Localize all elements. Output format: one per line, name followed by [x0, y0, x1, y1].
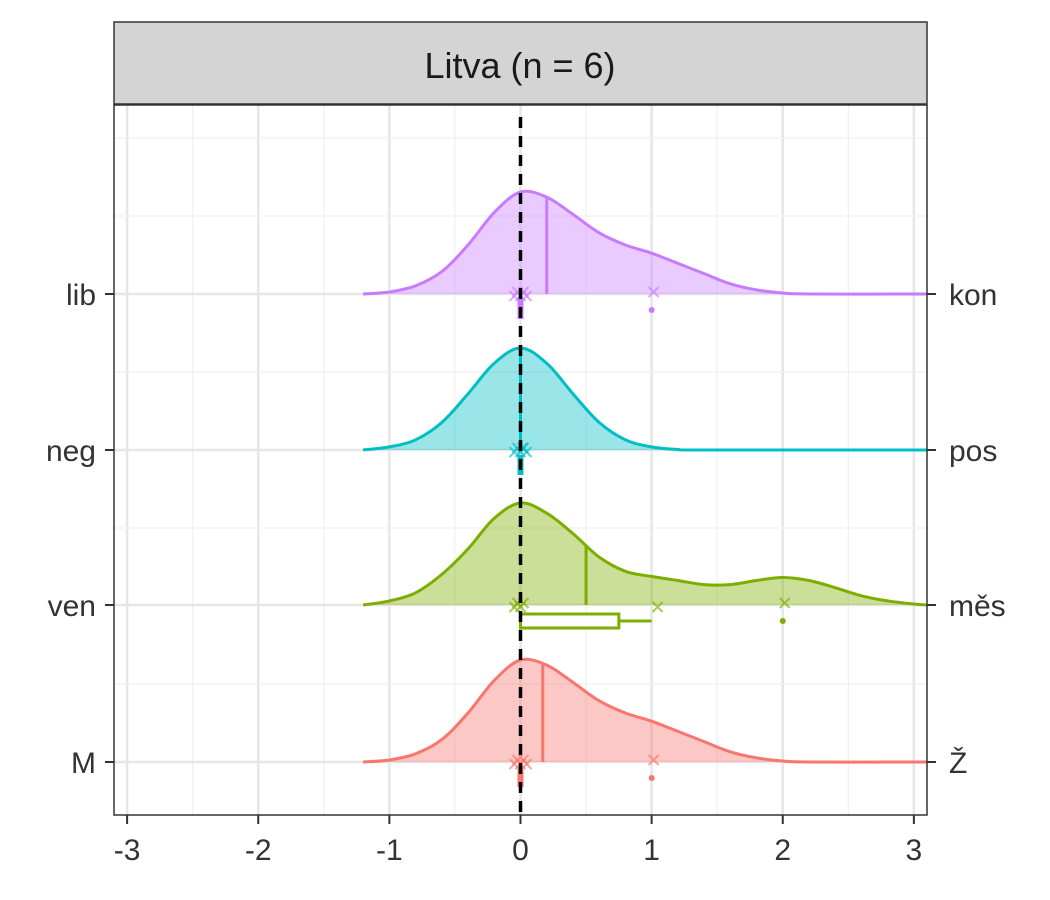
y-label-left-neg: neg	[46, 435, 96, 468]
point-x-lib-5	[647, 286, 660, 298]
ridge-lib-kon	[362, 189, 928, 319]
box-body-ven	[519, 612, 621, 630]
outlier-dot-M-5	[648, 775, 655, 781]
density-line-neg	[362, 346, 928, 452]
x-tick-label-3: 0	[512, 834, 529, 867]
x-tick-label-4: 1	[643, 834, 660, 867]
point-x-M-5	[647, 754, 660, 766]
y-label-right-0: kon	[949, 279, 997, 312]
y-label-left-ven: ven	[48, 590, 96, 623]
y-label-right-2: měs	[949, 590, 1006, 623]
x-tick-label-1: -2	[245, 834, 272, 867]
x-axis: -3 -2 -1 0 1 2 3	[114, 815, 922, 867]
outlier-dot-ven-5	[779, 618, 786, 624]
x-tick-label-0: -3	[114, 834, 141, 867]
x-tick-label-2: -1	[376, 834, 403, 867]
y-axis-left: lib neg ven M	[46, 279, 114, 780]
ridge-M-Ž	[362, 657, 928, 787]
x-tick-label-6: 3	[906, 834, 923, 867]
density-line-M	[362, 657, 928, 764]
density-area-lib	[363, 191, 928, 295]
outlier-dot-lib-5	[648, 307, 655, 313]
density-area-ven	[363, 502, 928, 605]
point-x-ven-5	[779, 597, 791, 609]
density-line-ven	[362, 501, 928, 607]
x-tick-label-5: 2	[774, 834, 791, 867]
ridges-layer	[362, 189, 928, 787]
y-label-left-lib: lib	[66, 279, 96, 312]
y-label-left-M: M	[71, 747, 96, 780]
y-label-right-3: Ž	[949, 747, 967, 780]
panel-title: Litva (n = 6)	[424, 45, 615, 86]
panel-strip	[113, 21, 928, 105]
density-area-neg	[363, 348, 928, 451]
point-x-ven-4	[651, 601, 664, 613]
ridge-ven-měs	[362, 501, 928, 630]
density-area-M	[363, 659, 928, 763]
box-collapsed-M	[517, 767, 524, 787]
ridge-neg-pos	[362, 346, 928, 475]
y-label-right-1: pos	[949, 435, 997, 468]
y-axis-right: kon pos měs Ž	[927, 279, 1006, 780]
density-line-lib	[362, 189, 928, 296]
